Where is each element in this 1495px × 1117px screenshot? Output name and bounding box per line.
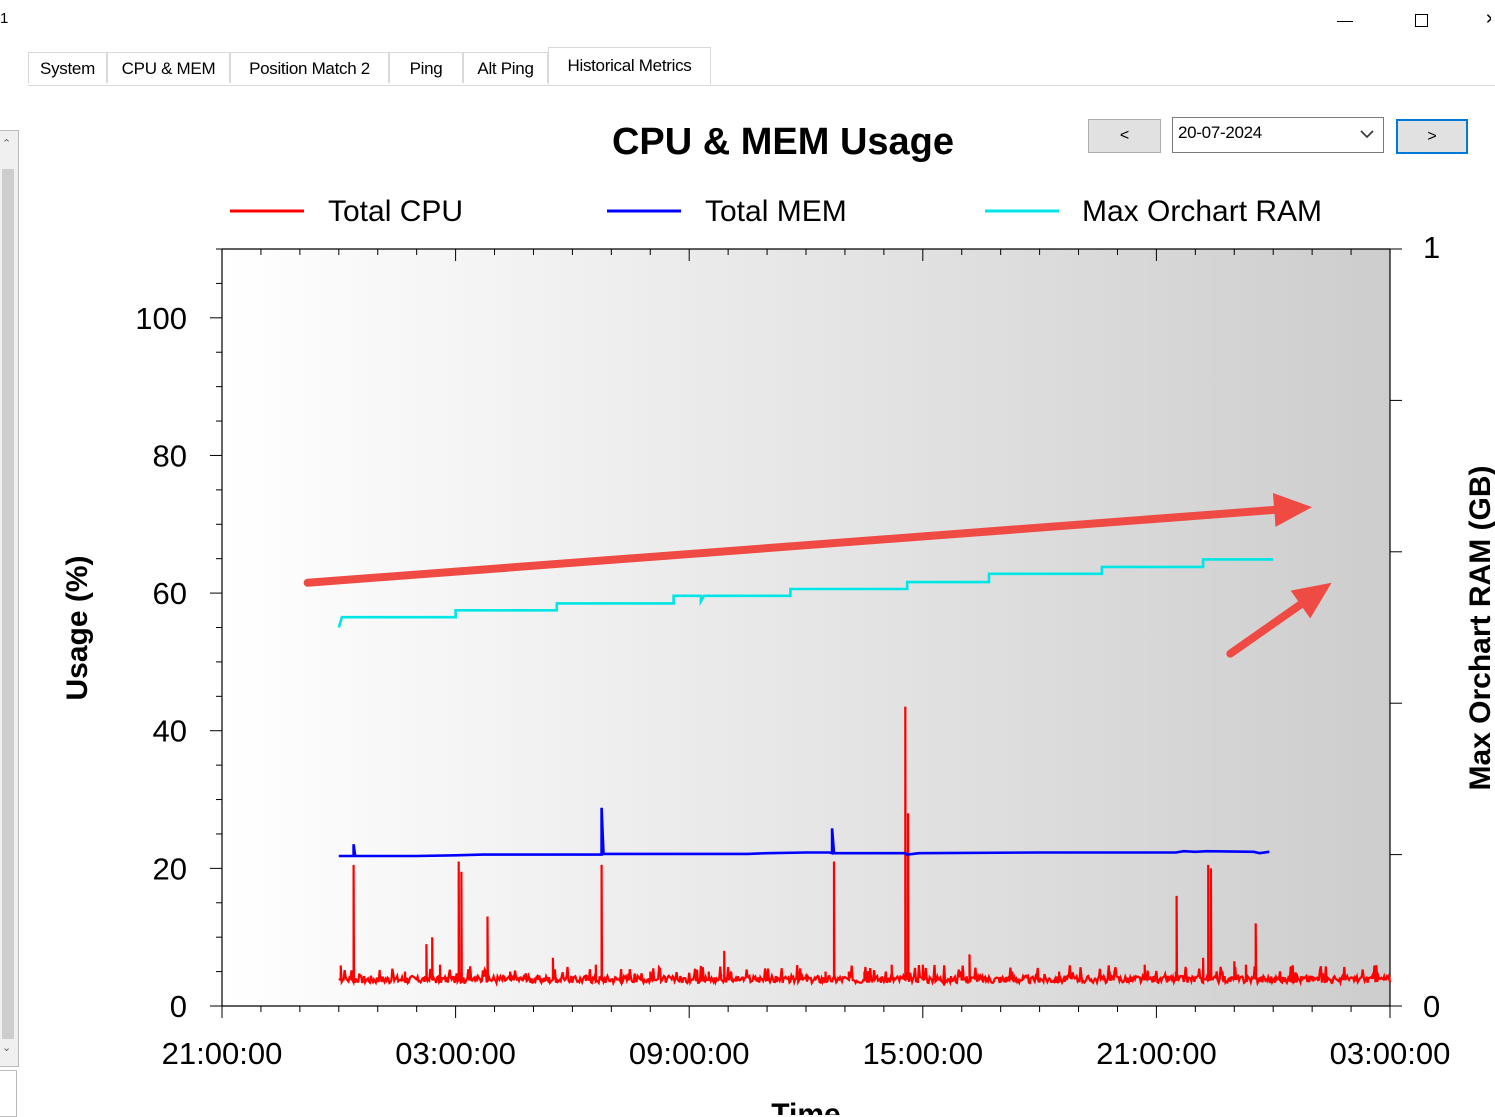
chart-title: CPU & MEM Usage <box>612 121 954 163</box>
annotation-layer <box>303 492 1332 658</box>
y-axis-label: Usage (%) <box>61 555 94 700</box>
annotation-arrow-shaft <box>1226 600 1305 658</box>
x-tick-label: 21:00:00 <box>1096 1036 1217 1071</box>
annotation-arrow-head <box>1290 582 1332 619</box>
scroll-down-icon[interactable]: ⌄ <box>2 1042 12 1054</box>
tab-strip: System CPU & MEM Position Match 2 Ping A… <box>28 47 1495 86</box>
y-tick-label: 100 <box>135 301 187 336</box>
y-tick-label: 80 <box>153 438 187 473</box>
legend-label: Total CPU <box>328 195 463 228</box>
y-tick-label: 20 <box>153 851 187 886</box>
date-picker[interactable]: 20-07-2024 <box>1172 117 1384 153</box>
window-title: 1 <box>0 10 9 27</box>
tab-historical-metrics[interactable]: Historical Metrics <box>548 47 711 85</box>
date-picker-value: 20-07-2024 <box>1178 123 1262 142</box>
tab-position-match-2[interactable]: Position Match 2 <box>230 52 389 83</box>
scroll-up-icon[interactable]: ⌃ <box>2 138 12 150</box>
y2-tick-label: 0 <box>1423 989 1440 1024</box>
series-max-orchart-ram <box>337 558 1274 628</box>
legend-label: Max Orchart RAM <box>1082 195 1322 228</box>
maximize-button[interactable] <box>1404 6 1438 34</box>
series-layer <box>337 558 1392 988</box>
chart-axes: 21:00:00 03:00:00 09:00:00 15:00:00 21:00:00… <box>135 230 1450 1071</box>
x-axis-label: Time <box>771 1098 840 1115</box>
x-tick-label: 21:00:00 <box>162 1036 283 1071</box>
annotation-arrow-shaft <box>303 505 1279 587</box>
x-tick-label: 09:00:00 <box>629 1036 750 1071</box>
minimize-icon <box>1337 20 1353 22</box>
tab-system[interactable]: System <box>28 52 107 83</box>
x-tick-label: 03:00:00 <box>395 1036 516 1071</box>
tab-cpu-mem[interactable]: CPU & MEM <box>107 52 230 83</box>
annotation-arrow-head <box>1272 492 1313 527</box>
series-total-mem <box>338 807 1270 858</box>
prev-date-button[interactable]: < <box>1088 119 1161 153</box>
scrollbar-thumb[interactable] <box>2 169 14 1039</box>
next-date-button[interactable]: > <box>1396 119 1468 154</box>
y2-axis-label: Max Orchart RAM (GB) <box>1464 465 1495 790</box>
tab-ping[interactable]: Ping <box>389 52 463 83</box>
x-tick-label: 03:00:00 <box>1330 1036 1451 1071</box>
y-tick-label: 40 <box>153 714 187 749</box>
plot-area <box>222 249 1390 1006</box>
legend-label: Total MEM <box>705 195 847 228</box>
minimize-button[interactable] <box>1328 6 1362 34</box>
maximize-icon <box>1414 13 1428 27</box>
chart-legend: Total CPU Total MEM Max Orchart RAM <box>230 195 1322 228</box>
series-total-cpu <box>338 706 1392 988</box>
chevron-down-icon[interactable] <box>1359 127 1375 141</box>
close-button[interactable]: ✕ <box>1485 10 1491 32</box>
x-tick-label: 15:00:00 <box>862 1036 983 1071</box>
tab-alt-ping[interactable]: Alt Ping <box>463 52 548 83</box>
y-tick-label: 60 <box>153 576 187 611</box>
y2-tick-label: 1 <box>1423 230 1440 265</box>
y-tick-label: 0 <box>170 989 187 1024</box>
left-panel-scrollbar[interactable]: ⌃ ⌄ <box>0 130 19 1067</box>
close-icon: ✕ <box>1485 10 1491 28</box>
